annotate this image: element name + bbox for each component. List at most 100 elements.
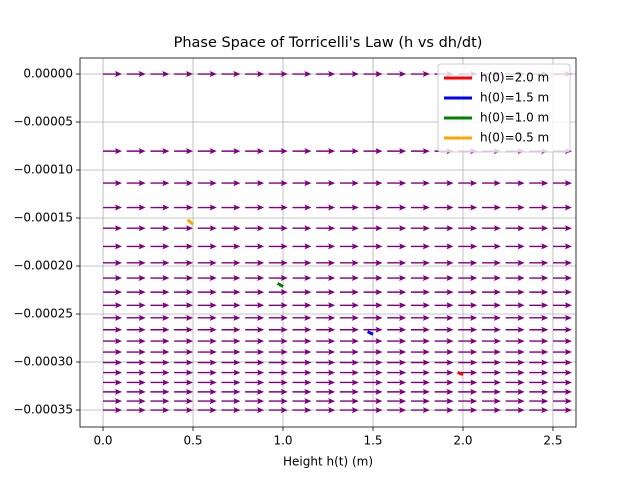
arrow xyxy=(221,204,241,211)
arrow xyxy=(458,275,478,282)
arrow xyxy=(150,379,170,386)
arrow xyxy=(197,259,217,266)
arrow xyxy=(363,225,383,232)
x-tick-label: 1.5 xyxy=(363,434,382,448)
arrow xyxy=(363,148,383,155)
arrow xyxy=(339,338,359,345)
arrow xyxy=(410,398,430,405)
arrow xyxy=(363,180,383,187)
arrow xyxy=(481,259,501,266)
arrow xyxy=(245,275,265,282)
arrow xyxy=(174,338,194,345)
arrow xyxy=(529,407,549,414)
arrow xyxy=(552,302,572,309)
x-tick-label: 2.0 xyxy=(453,434,472,448)
arrow xyxy=(458,243,478,250)
arrow xyxy=(481,243,501,250)
arrow xyxy=(363,359,383,366)
arrow xyxy=(268,71,288,78)
arrow xyxy=(434,369,454,376)
arrow xyxy=(221,359,241,366)
arrow xyxy=(552,369,572,376)
arrow xyxy=(268,338,288,345)
arrow xyxy=(316,289,336,296)
y-tick-label: −0.00020 xyxy=(13,259,73,273)
arrow xyxy=(221,302,241,309)
arrow xyxy=(126,243,146,250)
arrow xyxy=(174,275,194,282)
arrow xyxy=(268,407,288,414)
arrow xyxy=(481,204,501,211)
arrow xyxy=(197,349,217,356)
arrow xyxy=(268,326,288,333)
arrow xyxy=(221,314,241,321)
arrow xyxy=(339,225,359,232)
arrow xyxy=(505,398,525,405)
arrow xyxy=(363,314,383,321)
arrow xyxy=(174,180,194,187)
arrow xyxy=(316,349,336,356)
arrow xyxy=(174,259,194,266)
arrow xyxy=(268,388,288,395)
arrow xyxy=(434,349,454,356)
arrow xyxy=(363,349,383,356)
arrow xyxy=(529,379,549,386)
arrow xyxy=(150,407,170,414)
arrow xyxy=(363,302,383,309)
arrow xyxy=(197,379,217,386)
arrow xyxy=(292,71,312,78)
arrow xyxy=(197,225,217,232)
arrow xyxy=(103,148,123,155)
arrow xyxy=(434,289,454,296)
arrow xyxy=(316,148,336,155)
arrow xyxy=(126,148,146,155)
arrow xyxy=(268,359,288,366)
arrow xyxy=(221,407,241,414)
arrow xyxy=(126,289,146,296)
arrow xyxy=(221,275,241,282)
y-tick-label: −0.00010 xyxy=(13,163,73,177)
arrow xyxy=(339,359,359,366)
arrow xyxy=(363,369,383,376)
arrow xyxy=(410,180,430,187)
arrow xyxy=(174,388,194,395)
arrow xyxy=(505,388,525,395)
arrow xyxy=(103,180,123,187)
arrow xyxy=(529,314,549,321)
arrow xyxy=(292,148,312,155)
arrow xyxy=(103,388,123,395)
arrow xyxy=(387,275,407,282)
arrow xyxy=(245,259,265,266)
arrow xyxy=(505,204,525,211)
arrow xyxy=(339,148,359,155)
arrow xyxy=(339,314,359,321)
arrow xyxy=(316,71,336,78)
arrow xyxy=(197,398,217,405)
arrow xyxy=(529,243,549,250)
arrow xyxy=(339,289,359,296)
arrow xyxy=(197,204,217,211)
arrow xyxy=(221,398,241,405)
arrow xyxy=(126,302,146,309)
arrow xyxy=(292,314,312,321)
arrow xyxy=(481,388,501,395)
arrow xyxy=(150,369,170,376)
arrow xyxy=(505,369,525,376)
legend-box xyxy=(437,63,571,153)
arrow xyxy=(410,225,430,232)
arrow xyxy=(505,225,525,232)
arrow xyxy=(103,369,123,376)
arrow xyxy=(529,326,549,333)
arrow xyxy=(197,71,217,78)
arrow xyxy=(387,302,407,309)
arrow xyxy=(339,275,359,282)
arrow xyxy=(410,369,430,376)
arrow xyxy=(552,225,572,232)
arrow xyxy=(458,225,478,232)
arrow xyxy=(126,180,146,187)
arrow xyxy=(245,289,265,296)
arrow xyxy=(529,398,549,405)
arrow xyxy=(221,326,241,333)
arrow xyxy=(505,379,525,386)
